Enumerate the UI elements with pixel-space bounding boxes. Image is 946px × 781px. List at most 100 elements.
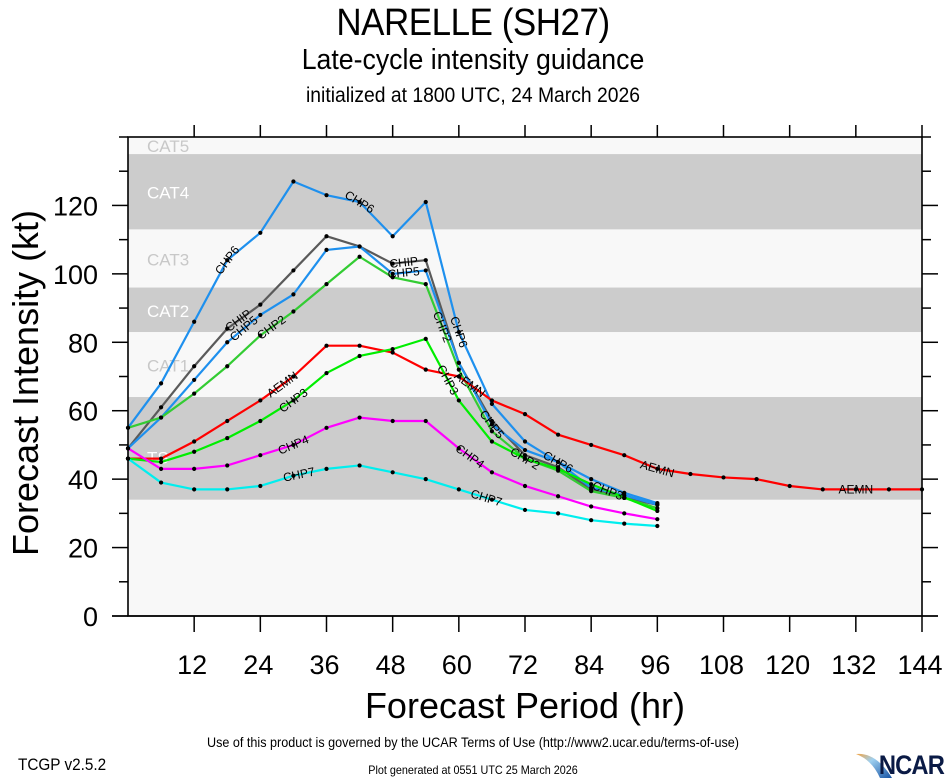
point-chp3 [158, 459, 164, 465]
point-chp7 [258, 483, 263, 489]
point-chp4 [456, 446, 461, 451]
chart-subtitle: Late-cycle intensity guidance [301, 44, 645, 76]
point-aemn [622, 453, 627, 458]
y-tick-label: 120 [53, 191, 98, 221]
point-chp6 [324, 193, 329, 198]
series-label-chip: CHIP [389, 254, 419, 271]
point-chp2 [192, 391, 197, 396]
point-chp3 [291, 398, 296, 403]
point-chp5 [291, 292, 296, 297]
axes: 0 20 40 60 80 100 120 12 24 36 48 60 72 84 96 108 120 132… [53, 125, 943, 680]
terms-of-use-text: Use of this product is governed by the U… [207, 734, 739, 750]
x-tick-label: 108 [699, 650, 744, 680]
point-chp3 [258, 418, 263, 424]
point-chp7 [291, 473, 296, 478]
point-aemn [390, 350, 395, 355]
point-chip [291, 268, 296, 273]
point-chp6 [225, 258, 230, 263]
series-points [125, 179, 925, 529]
init-time: initialized at 1800 UTC, 24 March 2026 [306, 84, 640, 107]
point-chp2 [390, 275, 395, 280]
point-chp6 [357, 199, 362, 205]
point-chp7 [489, 497, 495, 502]
point-chp5 [489, 422, 495, 427]
point-chp2 [456, 367, 461, 372]
point-chp2 [158, 415, 164, 420]
point-chp7 [589, 518, 594, 523]
point-chp4 [622, 511, 627, 516]
point-chp7 [522, 507, 528, 513]
point-chp5 [456, 360, 461, 365]
series-label-aemn: AEMN [838, 482, 873, 496]
point-aemn [886, 487, 892, 492]
point-chp5 [357, 244, 362, 249]
y-tick-label: 80 [68, 328, 98, 358]
point-chp3 [622, 495, 627, 500]
y-tick-label: 20 [68, 534, 98, 564]
point-aemn [158, 456, 164, 461]
point-chp5 [522, 447, 528, 453]
point-aemn [787, 483, 792, 489]
point-chip [522, 453, 528, 458]
x-tick-label: 48 [376, 650, 406, 680]
point-aemn [324, 343, 329, 348]
point-chp3 [489, 439, 495, 444]
point-aemn [721, 475, 726, 480]
point-aemn [522, 412, 528, 417]
point-chp6 [291, 179, 296, 184]
point-chp2 [225, 364, 230, 369]
point-chp4 [555, 494, 561, 499]
point-chp3 [390, 347, 395, 352]
point-chp3 [655, 508, 660, 514]
point-chp2 [489, 429, 495, 434]
point-chip [390, 261, 395, 266]
point-chip [324, 234, 329, 239]
point-chp5 [655, 502, 660, 507]
point-aemn [853, 487, 858, 492]
point-aemn [589, 442, 594, 448]
point-aemn [754, 477, 759, 482]
point-chip [258, 302, 263, 307]
point-chp3 [423, 336, 428, 341]
point-chp7 [225, 487, 230, 492]
point-chp2 [324, 282, 329, 287]
point-chp4 [225, 463, 230, 468]
point-chp3 [589, 482, 594, 487]
point-aemn [357, 343, 362, 348]
point-chip [225, 326, 230, 331]
point-chp2 [258, 333, 263, 338]
point-aemn [291, 374, 296, 379]
x-tick-label: 24 [243, 650, 273, 680]
point-chip [423, 258, 428, 263]
point-chp5 [258, 312, 263, 318]
band-label-cat3: CAT3 [147, 250, 189, 269]
y-tick-label: 0 [83, 602, 98, 632]
point-chp4 [357, 415, 362, 420]
point-chp4 [655, 517, 660, 522]
point-chp2 [357, 254, 362, 259]
point-aemn [423, 367, 428, 372]
ncar-logo-text: NCAR [878, 750, 945, 780]
version-label: TCGP v2.5.2 [18, 755, 107, 774]
point-chp4 [423, 418, 428, 424]
ncar-swoosh-icon [856, 753, 892, 778]
point-chp6 [158, 381, 164, 386]
point-chp2 [589, 489, 594, 494]
point-chp4 [258, 453, 263, 458]
point-chp6 [456, 329, 461, 335]
band-label-cat2: CAT2 [147, 302, 189, 321]
y-tick-label: 60 [68, 397, 98, 427]
generated-timestamp: Plot generated at 0551 UTC 25 March 2026 [368, 763, 578, 777]
point-chp7 [192, 487, 197, 492]
point-aemn [258, 398, 263, 403]
point-chp5 [390, 271, 395, 276]
point-chp4 [489, 470, 495, 475]
point-chp5 [192, 377, 197, 383]
point-chp7 [655, 523, 660, 529]
point-chp7 [555, 511, 561, 516]
point-chp3 [456, 398, 461, 403]
point-chp3 [522, 456, 528, 461]
point-chp4 [589, 504, 594, 509]
point-chp6 [423, 199, 428, 205]
